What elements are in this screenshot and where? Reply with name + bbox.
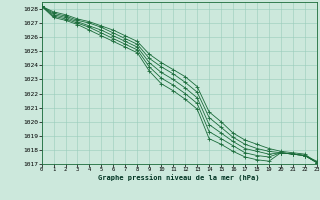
X-axis label: Graphe pression niveau de la mer (hPa): Graphe pression niveau de la mer (hPa) — [99, 174, 260, 181]
